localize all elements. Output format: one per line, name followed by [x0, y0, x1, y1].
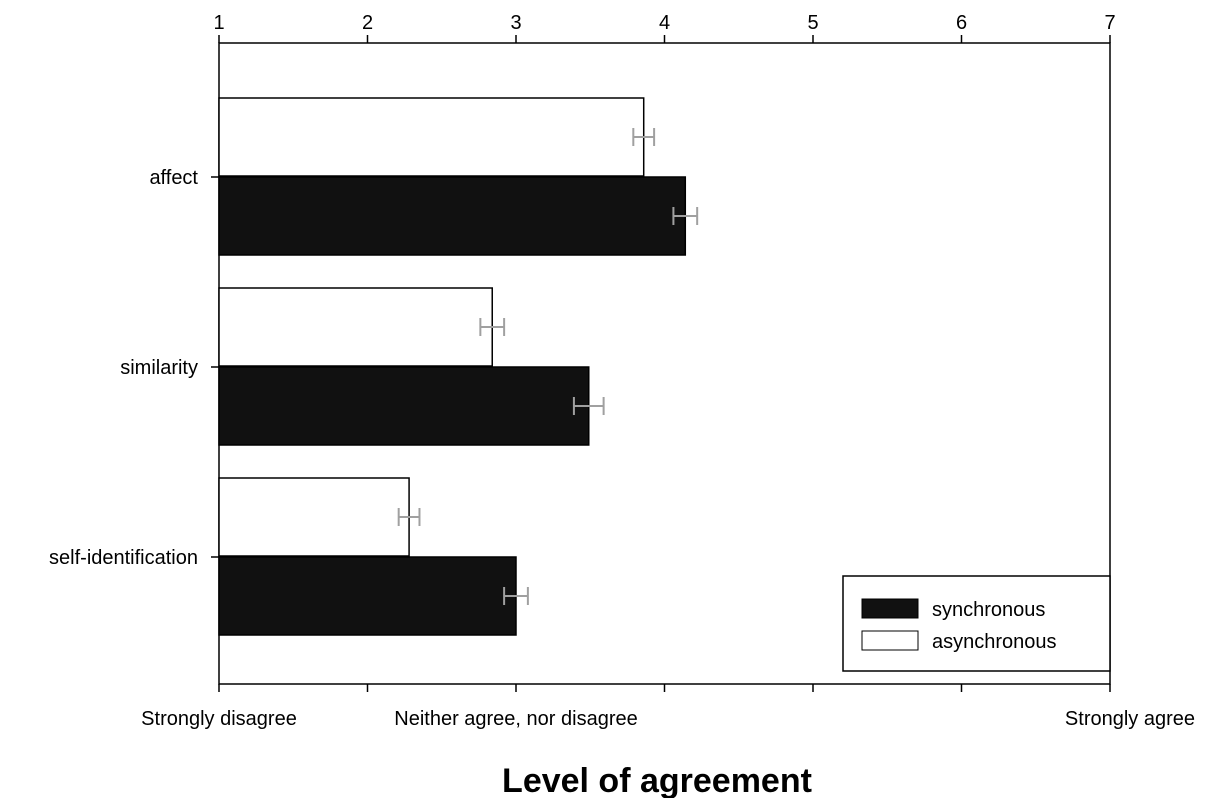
legend-swatch-synchronous [861, 598, 919, 619]
legend-label-synchronous: synchronous [932, 599, 1045, 621]
x-anchor-label-0: Strongly disagree [141, 708, 297, 730]
x-anchor-label-1: Neither agree, nor disagree [394, 708, 637, 730]
x-tick-label-2: 2 [362, 12, 373, 34]
bar-asynchronous-similarity [218, 287, 493, 367]
legend-swatch-asynchronous [861, 630, 919, 651]
x-anchor-label-2: Strongly agree [1065, 708, 1195, 730]
legend-label-asynchronous: asynchronous [932, 631, 1057, 653]
error-bar-synchronous-affect [672, 207, 699, 225]
bar-asynchronous-self-identification [218, 477, 410, 557]
x-tick-label-1: 1 [213, 12, 224, 34]
x-tick-label-4: 4 [659, 12, 670, 34]
bar-synchronous-self-identification [218, 556, 517, 636]
legend: synchronous asynchronous [842, 575, 1111, 672]
x-tick-label-6: 6 [956, 12, 967, 34]
x-tick-label-5: 5 [807, 12, 818, 34]
category-label-self-identification: self-identification [49, 547, 198, 569]
bar-synchronous-similarity [218, 366, 590, 446]
x-tick-label-7: 7 [1104, 12, 1115, 34]
legend-box [842, 575, 1111, 672]
error-bar-asynchronous-affect [632, 128, 656, 146]
category-label-affect: affect [149, 167, 198, 189]
bar-asynchronous-affect [218, 97, 645, 177]
error-bar-synchronous-similarity [572, 397, 605, 415]
error-bar-asynchronous-self-identification [397, 508, 421, 526]
x-tick-label-3: 3 [510, 12, 521, 34]
error-bar-asynchronous-similarity [479, 318, 506, 336]
bar-synchronous-affect [218, 176, 687, 256]
category-label-similarity: similarity [120, 357, 198, 379]
error-bar-synchronous-self-identification [503, 587, 529, 605]
x-axis-title: Level of agreement [502, 762, 812, 798]
